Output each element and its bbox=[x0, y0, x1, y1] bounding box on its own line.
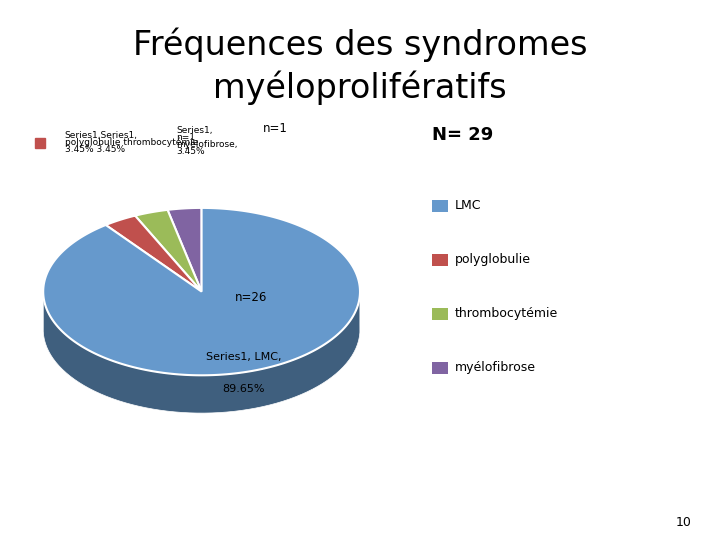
Text: 10: 10 bbox=[675, 516, 691, 529]
Bar bbox=[432, 308, 448, 320]
Text: Series1,: Series1, bbox=[176, 126, 213, 135]
Text: Series1, LMC,: Series1, LMC, bbox=[206, 352, 282, 362]
Polygon shape bbox=[168, 208, 202, 292]
Text: n=26: n=26 bbox=[235, 291, 267, 304]
Polygon shape bbox=[43, 294, 360, 413]
Text: Series1,Series1,: Series1,Series1, bbox=[65, 131, 138, 140]
Text: myéloprolifératifs: myéloprolifératifs bbox=[213, 70, 507, 105]
Polygon shape bbox=[106, 215, 202, 292]
Bar bbox=[432, 200, 448, 212]
Text: N= 29: N= 29 bbox=[432, 126, 493, 144]
Ellipse shape bbox=[43, 246, 360, 413]
Text: polyglobulie thrombocytémie: polyglobulie thrombocytémie bbox=[65, 137, 198, 147]
Bar bbox=[432, 254, 448, 266]
Bar bbox=[432, 362, 448, 374]
Polygon shape bbox=[43, 208, 360, 375]
Text: 89.65%: 89.65% bbox=[222, 384, 265, 394]
Text: LMC: LMC bbox=[455, 199, 482, 212]
Text: myélofibrose: myélofibrose bbox=[455, 361, 536, 374]
Text: 3.45%: 3.45% bbox=[176, 147, 205, 156]
Text: 3.45% 3.45%: 3.45% 3.45% bbox=[65, 145, 125, 154]
Text: thrombocytémie: thrombocytémie bbox=[455, 307, 558, 320]
Text: Fréquences des syndromes: Fréquences des syndromes bbox=[132, 27, 588, 62]
Text: polyglobulie: polyglobulie bbox=[455, 253, 531, 266]
Text: myélofibrose,: myélofibrose, bbox=[176, 139, 238, 149]
Text: n=1: n=1 bbox=[176, 133, 195, 142]
Text: n=1: n=1 bbox=[263, 122, 288, 136]
Polygon shape bbox=[135, 210, 202, 292]
